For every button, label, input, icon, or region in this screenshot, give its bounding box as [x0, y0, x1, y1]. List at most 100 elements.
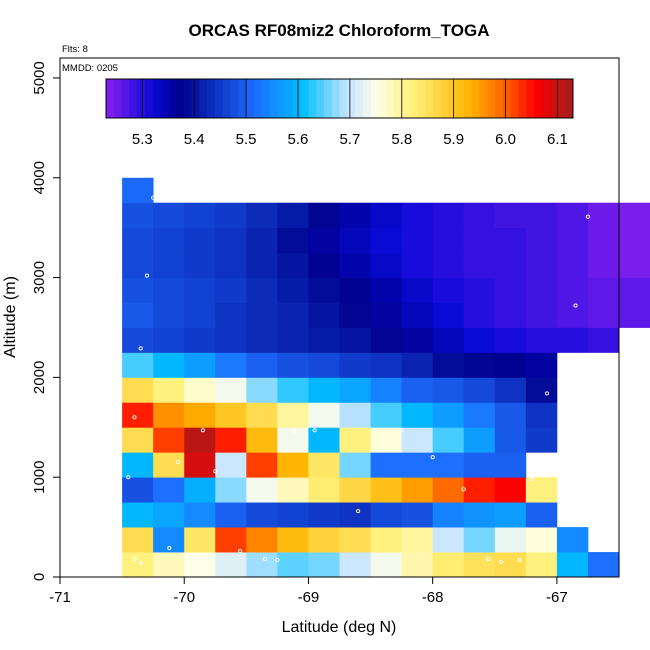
sample-point-20 — [132, 556, 137, 562]
heatmap-cell-r11-c3 — [215, 277, 247, 303]
heatmap-cell-r13-c15 — [587, 227, 620, 254]
heatmap-cell-r11-c0 — [122, 277, 154, 303]
heatmap-cell-r9-c1 — [153, 327, 185, 353]
heatmap-cell-r3-c1 — [153, 477, 185, 503]
colorbar-segment-4 — [137, 79, 146, 118]
heatmap-cell-r3-c2 — [184, 477, 216, 503]
heatmap-cell-r9-c10 — [432, 327, 465, 353]
heatmap-cell-r12-c11 — [463, 252, 496, 278]
heatmap-cell-r13-c2 — [184, 227, 216, 254]
heatmap-cell-r10-c4 — [246, 302, 278, 328]
heatmap-cell-r10-c13 — [525, 302, 558, 328]
heatmap-cell-r11-c10 — [432, 277, 465, 303]
heatmap-cell-r12-c3 — [215, 252, 247, 278]
heatmap-cell-r7-c2 — [184, 377, 216, 403]
heatmap-cell-r12-c9 — [401, 252, 434, 278]
sample-point-21 — [138, 560, 143, 566]
colorbar-segment-40 — [417, 79, 426, 118]
heatmap-cell-r3-c7 — [339, 477, 371, 503]
colorbar-tick-label-5: 5.8 — [391, 131, 412, 148]
heatmap-cell-r9-c2 — [184, 327, 216, 353]
colorbar-segment-29 — [331, 79, 340, 118]
heatmap-cell-r14-c12 — [494, 202, 527, 229]
heatmap-cell-r11-c6 — [308, 277, 340, 303]
x-tick-label-3: -68 — [422, 589, 444, 606]
heatmap-cell-r2-c11 — [463, 502, 496, 528]
colorbar-segment-21 — [269, 79, 278, 118]
heatmap-cell-r14-c2 — [184, 202, 216, 229]
heatmap-cell-r6-c12 — [494, 402, 527, 428]
sample-point-14 — [544, 391, 550, 396]
heatmap-cell-r7-c10 — [432, 377, 465, 403]
heatmap-cell-r2-c9 — [401, 502, 434, 528]
colorbar-segment-49 — [487, 79, 496, 118]
heatmap-cell-r9-c0 — [122, 327, 154, 353]
heatmap-cell-r7-c4 — [246, 377, 278, 403]
heatmap-cell-r3-c0 — [122, 477, 154, 503]
heatmap-cell-r4-c6 — [308, 452, 340, 478]
heatmap-cell-r13-c1 — [153, 227, 185, 254]
heatmap-cell-r11-c8 — [370, 277, 403, 303]
heatmap-cell-r8-c4 — [246, 352, 278, 378]
colorbar: 5.3 5.4 5.5 5.6 5.7 5.8 5.9 6.0 6.1 — [105, 78, 574, 148]
heatmap-cell-r13-c0 — [122, 227, 154, 254]
colorbar-segment-9 — [176, 79, 185, 118]
colorbar-segment-54 — [526, 79, 535, 118]
heatmap-cell-r0-c12 — [494, 552, 527, 578]
heatmap-cell-r6-c7 — [339, 402, 371, 428]
heatmap-cell-r2-c8 — [370, 502, 403, 528]
colorbar-tick-label-7: 6.0 — [495, 131, 516, 148]
heatmap-cell-r1-c9 — [401, 527, 434, 553]
heatmap-cell-r12-c16 — [619, 252, 650, 278]
heatmap-cell-r10-c9 — [401, 302, 434, 328]
heatmap-cell-r12-c0 — [122, 252, 154, 278]
heatmap-cell-r5-c12 — [494, 427, 527, 453]
heatmap-cell-r3-c5 — [277, 477, 309, 503]
colorbar-segment-28 — [323, 79, 333, 118]
heatmap-cell-r7-c1 — [153, 377, 185, 403]
heatmap-cell-r4-c3 — [215, 452, 247, 478]
heatmap-cell-r11-c2 — [184, 277, 216, 303]
heatmap-cell-r7-c6 — [308, 377, 340, 403]
sample-point-6 — [175, 460, 181, 465]
heatmap-cell-r10-c10 — [432, 302, 465, 328]
heatmap-cell-r12-c2 — [184, 252, 216, 278]
colorbar-segment-55 — [534, 79, 543, 118]
x-axis-title: Latitude (deg N) — [282, 619, 397, 636]
colorbar-segment-36 — [386, 79, 395, 118]
date-label: MMDD: 0205 — [62, 63, 118, 74]
heatmap-cell-r14-c10 — [432, 202, 465, 229]
colorbar-segment-17 — [238, 79, 247, 118]
sample-point-8 — [291, 429, 296, 434]
heatmap-cell-r2-c5 — [277, 502, 309, 528]
heatmap-cell-r14-c0 — [122, 202, 154, 229]
heatmap-cell-r6-c3 — [215, 402, 247, 428]
heatmap-cell-r12-c6 — [308, 252, 340, 278]
x-tick-label-1: -70 — [173, 589, 195, 606]
heatmap-cell-r4-c9 — [401, 452, 434, 478]
heatmap-cell-r6-c5 — [277, 402, 309, 428]
colorbar-segment-26 — [308, 79, 317, 118]
heatmap-cell-r7-c7 — [339, 377, 371, 403]
colorbar-segment-25 — [300, 79, 309, 118]
heatmap-cell-r0-c13 — [525, 552, 558, 578]
colorbar-segment-16 — [230, 79, 239, 118]
heatmap-cell-r7-c3 — [215, 377, 247, 403]
heatmap-cell-r7-c11 — [463, 377, 496, 403]
heatmap-cell-r3-c8 — [370, 477, 403, 503]
sample-point-1 — [144, 273, 150, 278]
heatmap-cell-r9-c12 — [494, 327, 527, 353]
heatmap-cell-r11-c15 — [587, 277, 620, 303]
heatmap-cell-r7-c5 — [277, 377, 309, 403]
colorbar-segment-3 — [129, 79, 138, 118]
colorbar-segment-27 — [316, 79, 325, 118]
heatmap-cell-r13-c9 — [401, 227, 434, 254]
colorbar-segment-10 — [183, 79, 193, 118]
colorbar-segment-41 — [425, 79, 434, 118]
heatmap-cell-r10-c0 — [122, 302, 154, 328]
heatmap-cell-r5-c10 — [432, 427, 465, 453]
sample-point-16 — [167, 546, 172, 551]
y-axis-title: Altitude (m) — [2, 276, 19, 358]
chart-title: ORCAS RF08miz2 Chloroform_TOGA — [188, 21, 489, 40]
colorbar-segment-13 — [207, 79, 216, 118]
